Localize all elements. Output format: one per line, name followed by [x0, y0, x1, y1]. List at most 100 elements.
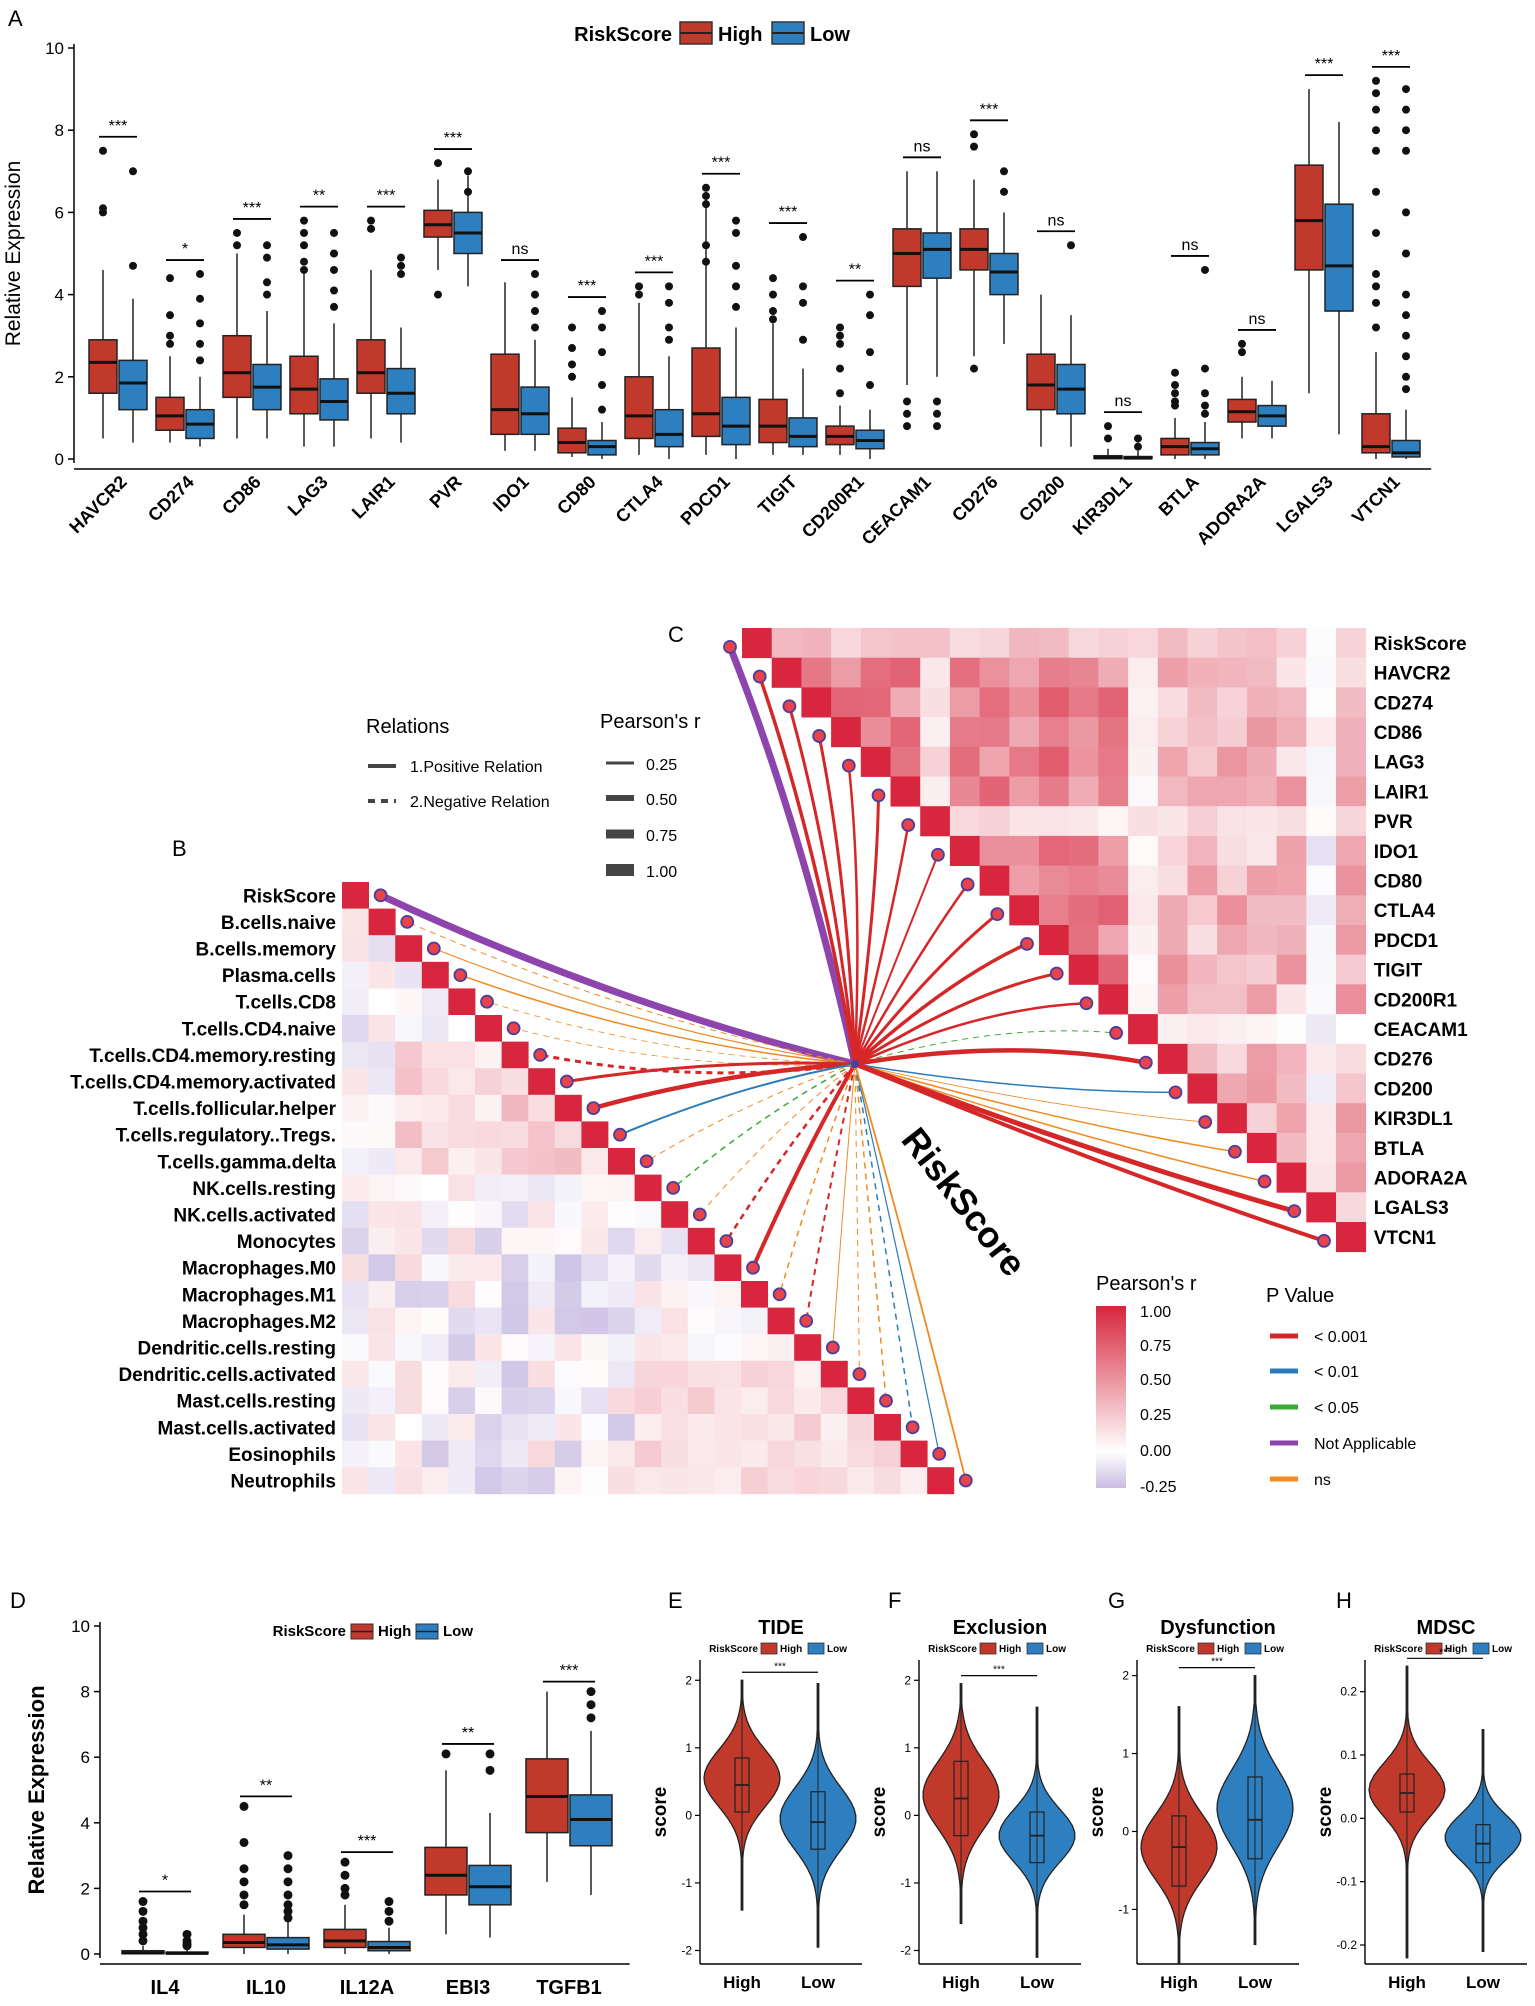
heat-cell-11-2	[395, 1174, 423, 1202]
heat-cell-7-9	[1009, 835, 1040, 866]
heat-cell-12-12	[661, 1201, 689, 1229]
heat-cell-9-11	[1068, 895, 1099, 926]
heat-cell-9-9	[581, 1121, 609, 1149]
heat-label-macrophages-m2: Macrophages.M2	[182, 1312, 336, 1333]
heat-cell-3-11	[1068, 717, 1099, 748]
heat-cell-9-19	[1306, 895, 1337, 926]
heat-cell-18-15	[741, 1360, 768, 1388]
outlier-kir3dl1-high	[1104, 434, 1112, 443]
link-b-plasma-cells	[460, 974, 856, 1065]
color-tick-000: 0.00	[1140, 1443, 1171, 1460]
violin-y-title: score	[1087, 1787, 1108, 1838]
heat-cell-6-13	[1128, 806, 1159, 837]
heat-cell-2-11	[1068, 687, 1099, 718]
link-c-tigit	[854, 972, 1058, 1066]
heat-cell-9-3	[421, 1121, 449, 1149]
heat-cell-16-2	[395, 1307, 423, 1335]
heat-cell-14-0	[342, 1254, 369, 1282]
heat-cell-1-20	[1336, 657, 1367, 688]
link-node-b-macrophages-m0	[746, 1260, 760, 1275]
link-c-btla	[854, 1063, 1236, 1153]
outlier-lair1-high	[367, 216, 375, 225]
heat-cell-19-6	[501, 1387, 529, 1415]
violin-title-tide: TIDE	[758, 1617, 804, 1639]
heat-cell-10-1	[368, 1148, 396, 1175]
category-label-pdcd1: PDCD1	[677, 472, 734, 529]
outlier-cd274-high	[166, 339, 174, 348]
heat-label-kir3dl1: KIR3DL1	[1374, 1109, 1454, 1130]
heat-cell-16-1	[368, 1307, 396, 1335]
outlier-cd80-high	[568, 360, 576, 369]
box-il12a-high	[323, 1928, 367, 1949]
outlier-vtcn1-low	[1402, 208, 1410, 217]
heat-cell-4-14	[1157, 746, 1188, 777]
heat-cell-0-0	[342, 882, 369, 909]
outlier-vtcn1-low	[1402, 331, 1410, 340]
heat-cell-13-17	[1246, 1014, 1277, 1045]
heat-cell-8-9	[1009, 865, 1040, 896]
link-node-c-riskscore	[723, 639, 737, 654]
outlier-lag3-high	[300, 241, 308, 250]
heat-cell-16-7	[528, 1307, 556, 1335]
violin-title-exclusion: Exclusion	[953, 1617, 1047, 1639]
y-tick-label-8: 8	[81, 1683, 90, 1702]
heat-cell-21-17	[794, 1440, 822, 1468]
outlier-pdcd1-high	[702, 183, 710, 192]
heat-cell-9-20	[1336, 895, 1367, 926]
violin-tick-label: 2	[904, 1673, 911, 1687]
y-tick-label-0: 0	[55, 450, 64, 469]
heat-cell-21-13	[687, 1440, 715, 1468]
heat-cell-21-6	[501, 1440, 529, 1468]
heat-cell-15-9	[581, 1281, 609, 1308]
outlier-cd274-low	[196, 319, 204, 328]
outlier-il10-high	[239, 1877, 249, 1887]
heat-cell-14-4	[448, 1254, 476, 1282]
outlier-cd200r1-high	[836, 331, 844, 340]
heat-cell-8-13	[1128, 865, 1159, 896]
outlier-cd80-high	[568, 323, 576, 332]
heat-cell-21-0	[342, 1440, 369, 1468]
heat-cell-20-15	[741, 1414, 768, 1441]
link-node-c-cd86	[812, 729, 826, 743]
violin-box-low	[1247, 1776, 1263, 1860]
box-lag3-low	[319, 378, 349, 421]
outlier-il10-high	[239, 1900, 249, 1910]
heat-label-lgals3: LGALS3	[1374, 1198, 1449, 1219]
violin-panel-f: Exclusion RiskScore High Low -2 -1 0 1 2 score Hig…	[869, 1617, 1081, 1992]
heat-cell-20-16	[767, 1414, 795, 1441]
link-node-b-mast-cells-resting	[879, 1393, 893, 1408]
box-ctla4-low	[654, 408, 684, 448]
link-c-lgals3	[854, 1061, 1295, 1214]
violin-box-low	[810, 1791, 826, 1850]
heat-cell-10-3	[421, 1148, 449, 1175]
violin-tick-label: 1	[1122, 1747, 1129, 1761]
outlier-vtcn1-high	[1372, 76, 1380, 85]
heat-cell-18-14	[714, 1360, 742, 1388]
color-tick-075: 0.75	[1140, 1338, 1171, 1355]
heat-cell-19-11	[634, 1387, 662, 1415]
link-node-c-ceacam1	[1109, 1026, 1123, 1040]
heat-cell-3-20	[1336, 717, 1367, 748]
heat-cell-9-16	[1217, 895, 1248, 926]
outlier-pvr-low	[464, 167, 472, 176]
heat-cell-7-1	[368, 1068, 396, 1096]
heat-label-t-cells-cd4-memory-resting: T.cells.CD4.memory.resting	[89, 1046, 336, 1067]
link-node-c-ctla4	[990, 907, 1005, 922]
link-c-cd200r1	[854, 1002, 1087, 1066]
heat-cell-7-12	[1098, 835, 1129, 866]
link-c-cd274	[787, 705, 857, 1065]
heat-cell-17-10	[608, 1334, 635, 1362]
outlier-cd86-low	[263, 253, 271, 262]
heat-cell-19-15	[741, 1387, 768, 1415]
heat-cell-18-20	[1336, 1162, 1367, 1193]
pvalue-title: P Value	[1266, 1285, 1334, 1307]
outlier-il4-low	[182, 1929, 192, 1939]
violin-box-low	[1029, 1811, 1045, 1864]
heat-cell-15-2	[395, 1281, 423, 1308]
heat-cell-6-12	[1098, 806, 1129, 837]
heat-cell-8-4	[448, 1094, 476, 1122]
link-node-c-btla	[1228, 1144, 1242, 1159]
heat-cell-5-5	[890, 776, 921, 807]
link-b-t-cells-cd4-memory-activated	[566, 1061, 856, 1083]
